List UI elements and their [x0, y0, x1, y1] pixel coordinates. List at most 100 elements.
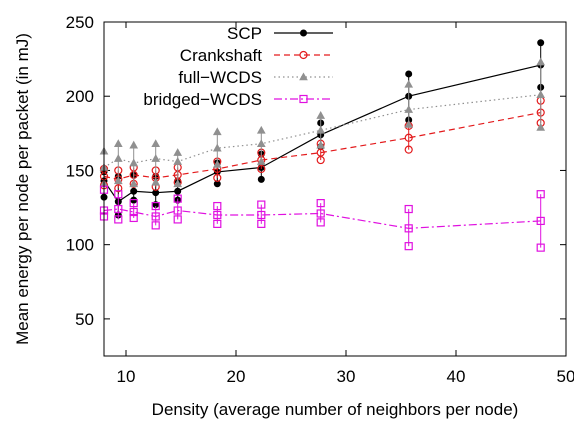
data-point — [174, 187, 182, 195]
data-point — [129, 158, 139, 167]
axis-ticks — [104, 21, 567, 356]
error-bar-high-marker — [151, 139, 161, 148]
series-2 — [99, 57, 546, 188]
error-bar-high-marker — [213, 201, 222, 211]
series-line — [103, 64, 541, 203]
error-bar-low-marker — [404, 119, 414, 128]
error-bar-low-marker — [213, 173, 222, 182]
series-line — [103, 208, 541, 229]
error-bar-low-marker — [114, 215, 123, 224]
error-bar-low-marker — [151, 221, 160, 230]
data-point — [536, 90, 546, 99]
error-bar-low-marker — [316, 140, 326, 149]
legend-item-0: SCP — [227, 24, 333, 43]
legend-label: full−WCDS — [178, 68, 262, 87]
data-point — [404, 133, 413, 142]
error-bar-high-marker — [113, 139, 123, 148]
data-point — [212, 143, 222, 152]
y-tick-label: 250 — [66, 13, 94, 32]
error-bar-high-marker — [316, 199, 325, 208]
y-tick-label: 200 — [66, 87, 94, 106]
error-bar-low-marker — [257, 175, 265, 183]
error-bar-high-marker — [405, 70, 413, 78]
data-point — [151, 154, 161, 162]
error-bar-low-marker — [257, 219, 266, 228]
y-tick-label: 100 — [66, 236, 94, 255]
data-point — [213, 210, 222, 220]
data-point — [404, 105, 414, 113]
error-bar-high-marker — [316, 110, 326, 119]
legend: SCP Crankshaft full−WCDS bridged−WCDS — [143, 24, 333, 109]
series-line — [103, 111, 541, 180]
legend-item-1: Crankshaft — [180, 46, 333, 65]
data-point — [257, 210, 266, 220]
error-bar-high-marker — [257, 200, 266, 209]
error-bar-high-marker — [173, 194, 182, 203]
legend-label: Crankshaft — [180, 46, 262, 65]
legend-marker — [299, 72, 308, 81]
error-bar-low-marker — [151, 177, 161, 186]
data-point — [130, 187, 138, 195]
error-bar-low-marker — [114, 184, 123, 193]
plot-frame — [103, 21, 567, 357]
x-tick-label: 30 — [337, 367, 356, 386]
legend-marker — [299, 50, 308, 60]
error-bar-high-marker — [404, 79, 414, 88]
tick-labels: 10 20 30 40 50 50 100 150 200 250 — [66, 13, 574, 386]
data-point — [114, 204, 123, 214]
data-point — [151, 212, 160, 221]
error-bar-low-marker — [212, 159, 222, 168]
error-bar-high-marker — [173, 148, 183, 156]
error-bar-low-marker — [256, 157, 266, 165]
data-point — [173, 157, 183, 165]
y-tick-label: 50 — [75, 310, 94, 329]
error-bar-high-marker — [212, 127, 222, 136]
x-tick-label: 10 — [117, 367, 136, 386]
legend-label: bridged−WCDS — [143, 90, 262, 109]
data-point — [316, 209, 325, 218]
data-point — [113, 154, 123, 162]
legend-label: SCP — [227, 24, 262, 43]
error-bar-high-marker — [129, 140, 139, 149]
legend-item-2: full−WCDS — [178, 68, 333, 87]
error-bar-high-marker — [537, 39, 545, 47]
x-tick-label: 20 — [227, 367, 246, 386]
error-bar-high-marker — [404, 204, 413, 214]
legend-marker — [300, 29, 307, 37]
error-bar-low-marker — [173, 179, 183, 188]
series-3 — [99, 185, 545, 252]
y-axis-label: Mean energy per node per packet (in mJ) — [13, 33, 32, 345]
legend-marker — [299, 94, 308, 104]
data-point — [316, 148, 325, 157]
legend-item-3: bridged−WCDS — [143, 90, 333, 109]
x-axis-label: Density (average number of neighbors per… — [152, 400, 519, 419]
error-bar-low-marker — [173, 215, 182, 224]
error-bar-low-marker — [316, 218, 325, 227]
error-bar-high-marker — [129, 199, 138, 208]
error-bar-high-marker — [536, 57, 546, 66]
error-bar-low-marker — [113, 176, 123, 185]
data-point — [129, 207, 138, 217]
error-bar-low-marker — [404, 242, 413, 251]
data-point — [316, 125, 326, 134]
error-bar-low-marker — [257, 164, 266, 174]
error-bar-high-marker — [256, 125, 266, 134]
error-bar-low-marker — [404, 145, 413, 154]
y-tick-label: 150 — [66, 161, 94, 180]
data-point — [404, 224, 413, 233]
x-tick-label: 40 — [447, 367, 466, 386]
error-bar-low-marker — [536, 243, 545, 252]
error-bar-low-marker — [536, 122, 546, 131]
data-point — [256, 139, 266, 148]
error-bar-low-marker — [129, 179, 139, 188]
data-point — [173, 206, 182, 215]
data-point — [536, 216, 545, 226]
x-tick-label: 50 — [557, 367, 574, 386]
error-bar-low-marker — [213, 219, 222, 228]
error-bar-high-marker — [151, 201, 160, 211]
series-layer — [99, 39, 546, 252]
error-bar-high-marker — [536, 190, 545, 199]
error-bar-high-marker — [114, 190, 123, 199]
error-bar-low-marker — [129, 213, 138, 223]
